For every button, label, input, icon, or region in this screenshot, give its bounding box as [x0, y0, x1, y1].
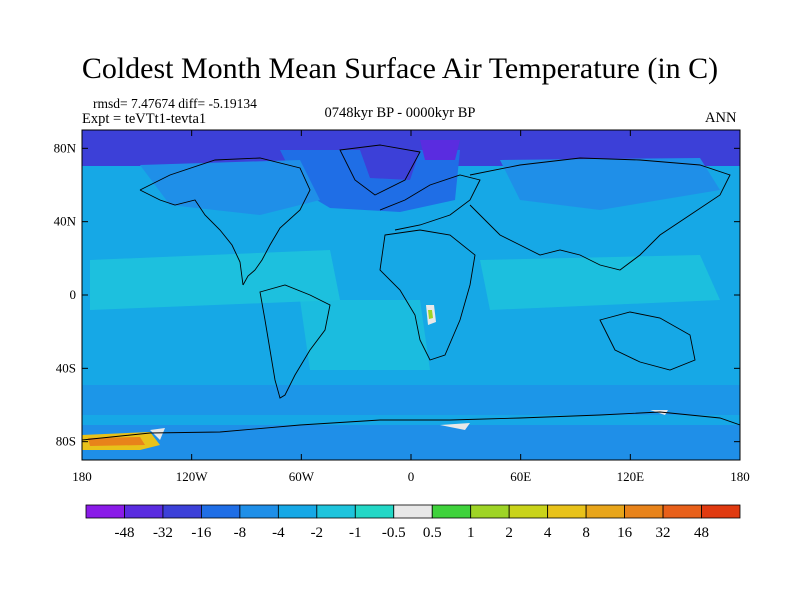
colorbar-swatch: [201, 504, 241, 519]
field-southern-ocean: [82, 385, 740, 415]
colorbar-swatch: [239, 504, 279, 519]
lon-tick-label: 120E: [617, 469, 645, 484]
colorbar-swatch: [547, 504, 587, 519]
colorbar-label: -1: [349, 525, 362, 541]
field-siberia-cold: [500, 158, 720, 210]
chart-title: Coldest Month Mean Surface Air Temperatu…: [81, 52, 719, 85]
lon-tick-label: 60W: [289, 469, 315, 484]
lat-tick-label: 40N: [54, 214, 77, 229]
field-north-america-cold: [140, 160, 320, 215]
colorbar-swatch: [162, 504, 202, 519]
period-label: 0748kyr BP - 0000kyr BP: [324, 105, 476, 121]
colorbar-label: 0.5: [423, 525, 442, 541]
season-label: ANN: [705, 110, 737, 126]
colorbar-swatch: [277, 504, 318, 519]
experiment-line: Expt = teVTt1-tevta1: [82, 111, 207, 127]
colorbar-swatch: [470, 504, 510, 519]
colorbar-label: -32: [153, 525, 173, 541]
colorbar-swatch: [701, 504, 741, 519]
colorbar-label: 8: [582, 525, 590, 541]
field-africa-hotspot-core: [428, 310, 433, 319]
lat-tick-label: 80S: [56, 434, 76, 449]
colorbar-swatch: [124, 504, 164, 519]
colorbar-label: -2: [311, 525, 324, 541]
coastline-antarctica: [82, 411, 740, 441]
coastline-asia: [469, 157, 731, 271]
colorbar-label: 2: [505, 525, 513, 541]
colorbar-label: 1: [467, 525, 475, 541]
coastlines: [82, 144, 740, 441]
coastline-africa: [379, 229, 476, 361]
lon-tick-label: 180: [730, 469, 750, 484]
field-weddell-pale: [440, 423, 470, 430]
lat-tick-label: 40S: [56, 360, 76, 375]
colorbar-swatch: [393, 504, 433, 519]
colorbar-label: -0.5: [382, 525, 406, 541]
stats-line: rmsd= 7.47674 diff= -5.19134: [93, 96, 257, 111]
coastline-greenland: [339, 144, 421, 196]
lat-tick-label: 80N: [54, 140, 77, 155]
lon-tick-label: 120W: [176, 469, 209, 484]
field-greenland-core: [360, 150, 420, 180]
lon-tick-label: 0: [408, 469, 415, 484]
field-tropical-pacific: [90, 250, 340, 310]
field-north-atlantic-cold: [280, 150, 460, 212]
colorbar-swatch: [624, 504, 664, 519]
longitude-axis: 180 120W 60W 0 60E 120E 180: [72, 130, 750, 484]
colorbar-label: 48: [694, 525, 709, 541]
field-ross-ice-core: [88, 437, 145, 446]
colorbar-label: -48: [114, 525, 134, 541]
colorbar-label: 32: [656, 525, 671, 541]
latitude-axis: 80N 40N 0 40S 80S: [54, 140, 740, 449]
colorbar-label: -4: [272, 525, 285, 541]
colorbar-swatch: [431, 504, 472, 519]
lon-tick-label: 180: [72, 469, 92, 484]
colorbar-label: -8: [234, 525, 247, 541]
colorbar-label: 4: [544, 525, 552, 541]
lat-tick-label: 0: [70, 287, 77, 302]
coastline-europe: [379, 174, 481, 231]
colorbar-swatch: [508, 504, 549, 519]
colorbar-swatch: [585, 504, 625, 519]
coastline-alaska: [139, 189, 244, 286]
colorbar-swatch: [316, 504, 356, 519]
colorbar: -48 -32 -16 -8 -4 -2 -1 -0.5 0.5 1 2 4 8 16 32 48: [85, 504, 741, 541]
coastline-south-america: [259, 284, 331, 399]
colorbar-swatch: [662, 504, 702, 519]
colorbar-swatch: [85, 504, 125, 519]
colorbar-label: -16: [191, 525, 211, 541]
field-arctic-core: [420, 140, 460, 160]
colorbar-swatch: [354, 504, 395, 519]
coastline-australia: [599, 311, 696, 371]
field-south-atlantic: [300, 300, 430, 370]
colorbar-label: 16: [617, 525, 633, 541]
field-ross-ice-edge: [150, 428, 165, 440]
field-tropical-indian: [480, 255, 720, 310]
coastline-north-america: [139, 157, 311, 286]
lon-tick-label: 60E: [510, 469, 531, 484]
